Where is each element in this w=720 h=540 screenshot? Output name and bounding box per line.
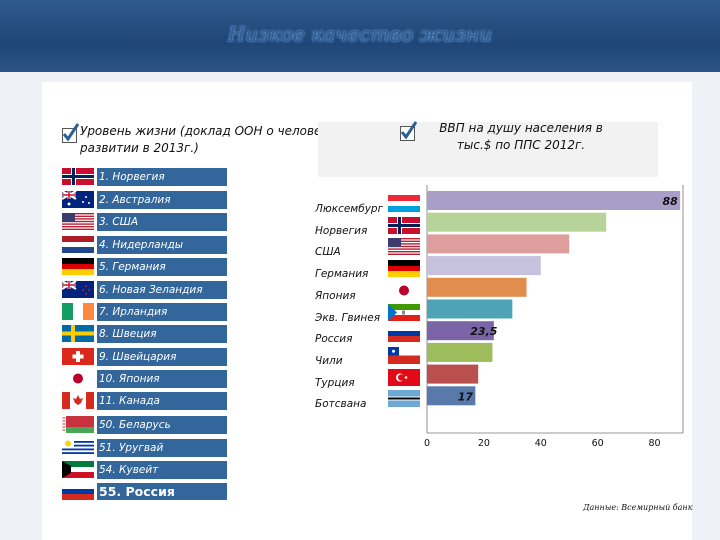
ranking-item: 1. Норвегия	[97, 168, 227, 186]
kuwait-flag-icon	[62, 461, 94, 478]
belarus-flag-icon	[62, 416, 94, 433]
ireland-flag-icon	[62, 303, 94, 320]
category-label: Люксембург	[315, 203, 384, 215]
ranking-item: 10. Япония	[97, 370, 227, 388]
x-tick-label: 80	[649, 438, 661, 449]
ranking-item: 5. Германия	[97, 258, 227, 276]
checkmark-icon	[62, 123, 80, 142]
category-label: Япония	[315, 289, 356, 302]
germany-flag-icon	[62, 258, 94, 275]
luxembourg-flag-icon	[388, 195, 420, 212]
uruguay-flag-icon	[62, 439, 94, 456]
category-label: Турция	[315, 376, 355, 389]
checkmark-icon	[400, 121, 418, 140]
new-zealand-flag-icon	[62, 281, 94, 298]
bar	[427, 342, 493, 362]
turkey-flag-icon	[388, 368, 420, 386]
ranking-item: 55. Россия	[97, 483, 227, 500]
category-label: США	[315, 246, 341, 259]
ranking-item: 6. Новая Зеландия	[97, 281, 227, 299]
switzerland-flag-icon	[62, 348, 94, 365]
category-label: Экв. Гвинея	[315, 311, 381, 324]
ranking-item: 3. США	[97, 213, 227, 231]
data-label: 17	[458, 390, 474, 403]
data-label: 23,5	[470, 325, 497, 338]
ranking-item: 11. Канада	[97, 392, 227, 410]
japan-flag-icon	[62, 370, 94, 387]
source-note: Данные: Всемирный банк	[583, 503, 693, 512]
right-heading-box	[318, 122, 658, 177]
botswana-flag-icon	[388, 390, 420, 408]
bar	[427, 234, 570, 254]
page-title: Низкое качество жизни	[227, 22, 493, 46]
title-banner: Низкое качество жизни	[0, 0, 720, 72]
usa-flag-icon	[388, 238, 420, 256]
ranking-item: 9. Швейцария	[97, 348, 227, 366]
sweden-flag-icon	[62, 325, 94, 342]
category-label: Чили	[315, 354, 343, 367]
category-label: Ботсвана	[315, 398, 367, 411]
ranking-item: 4. Нидерланды	[97, 236, 227, 254]
x-tick-label: 60	[592, 438, 604, 449]
left-checkbox[interactable]	[62, 123, 80, 143]
category-label: Германия	[315, 268, 369, 281]
ranking-item: 7. Ирландия	[97, 303, 227, 321]
usa-flag-icon	[62, 213, 94, 230]
ranking-item: 51. Уругвай	[97, 439, 227, 457]
ranking-item: 54. Кувейт	[97, 461, 227, 479]
bar	[427, 212, 607, 232]
ranking-item: 50. Беларусь	[97, 416, 227, 434]
right-checkbox[interactable]	[400, 121, 418, 141]
ranking-item: 2. Австралия	[97, 191, 227, 209]
russia-flag-icon	[62, 483, 94, 500]
category-label: Россия	[315, 333, 353, 346]
bar	[427, 386, 476, 406]
bar	[427, 256, 541, 276]
bar	[427, 364, 479, 384]
canada-flag-icon	[62, 392, 94, 409]
category-label: Норвегия	[315, 224, 368, 237]
japan-flag-icon	[388, 281, 420, 299]
data-label: 88	[662, 195, 678, 208]
left-heading: Уровень жизни (доклад ООН о человеческом…	[80, 124, 367, 155]
netherlands-flag-icon	[62, 236, 94, 253]
ranking-item: 8. Швеция	[97, 325, 227, 343]
x-tick-label: 40	[535, 438, 547, 449]
chile-flag-icon	[388, 346, 420, 364]
germany-flag-icon	[388, 260, 420, 278]
australia-flag-icon	[62, 191, 94, 208]
norway-flag-icon	[388, 216, 420, 234]
equatorial-guinea-flag-icon	[388, 303, 420, 321]
bar	[427, 191, 681, 210]
x-tick-label: 20	[478, 438, 490, 449]
right-heading: ВВП на душу населения в тыс.$ по ППС 201…	[439, 121, 603, 152]
norway-flag-icon	[62, 168, 94, 185]
bar	[427, 299, 513, 319]
bar	[427, 277, 527, 297]
russia-flag-icon	[388, 325, 420, 343]
x-tick-label: 0	[424, 438, 430, 449]
bar	[427, 321, 494, 341]
